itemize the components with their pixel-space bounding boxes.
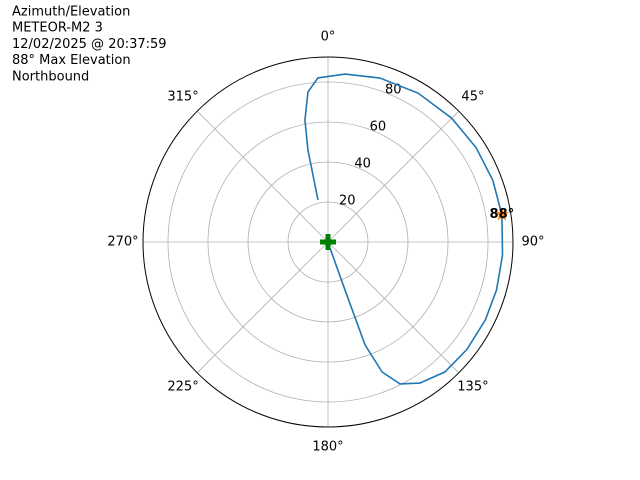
title-line: Northbound [12,69,89,84]
theta-tick-label: 315° [167,90,198,105]
title-line: 88° Max Elevation [12,53,131,68]
title-line: METEOR-M2 3 [12,21,103,36]
polar-frame [142,56,514,428]
grid-spoke [327,110,460,243]
title-line: 12/02/2025 @ 20:37:59 [12,37,167,52]
r-tick-label: 80 [385,83,402,98]
grid-spoke [196,241,329,374]
r-tick-label: 40 [354,157,371,172]
grid-spoke [196,110,329,243]
theta-tick-label: 180° [312,440,343,455]
theta-tick-label: 45° [461,90,484,105]
pass-track [304,73,504,385]
marker-label: 88° [490,207,515,222]
r-tick-label: 60 [370,120,387,135]
theta-tick-label: 270° [107,235,138,250]
theta-tick-label: 135° [457,379,488,394]
grid-spoke [327,241,460,374]
title-line: Azimuth/Elevation [12,5,130,20]
theta-tick-label: 225° [167,379,198,394]
theta-tick-label: 0° [321,30,336,45]
start-marker [320,234,336,250]
r-tick-label: 20 [339,194,356,209]
theta-tick-label: 90° [521,235,544,250]
max-marker [494,206,509,221]
